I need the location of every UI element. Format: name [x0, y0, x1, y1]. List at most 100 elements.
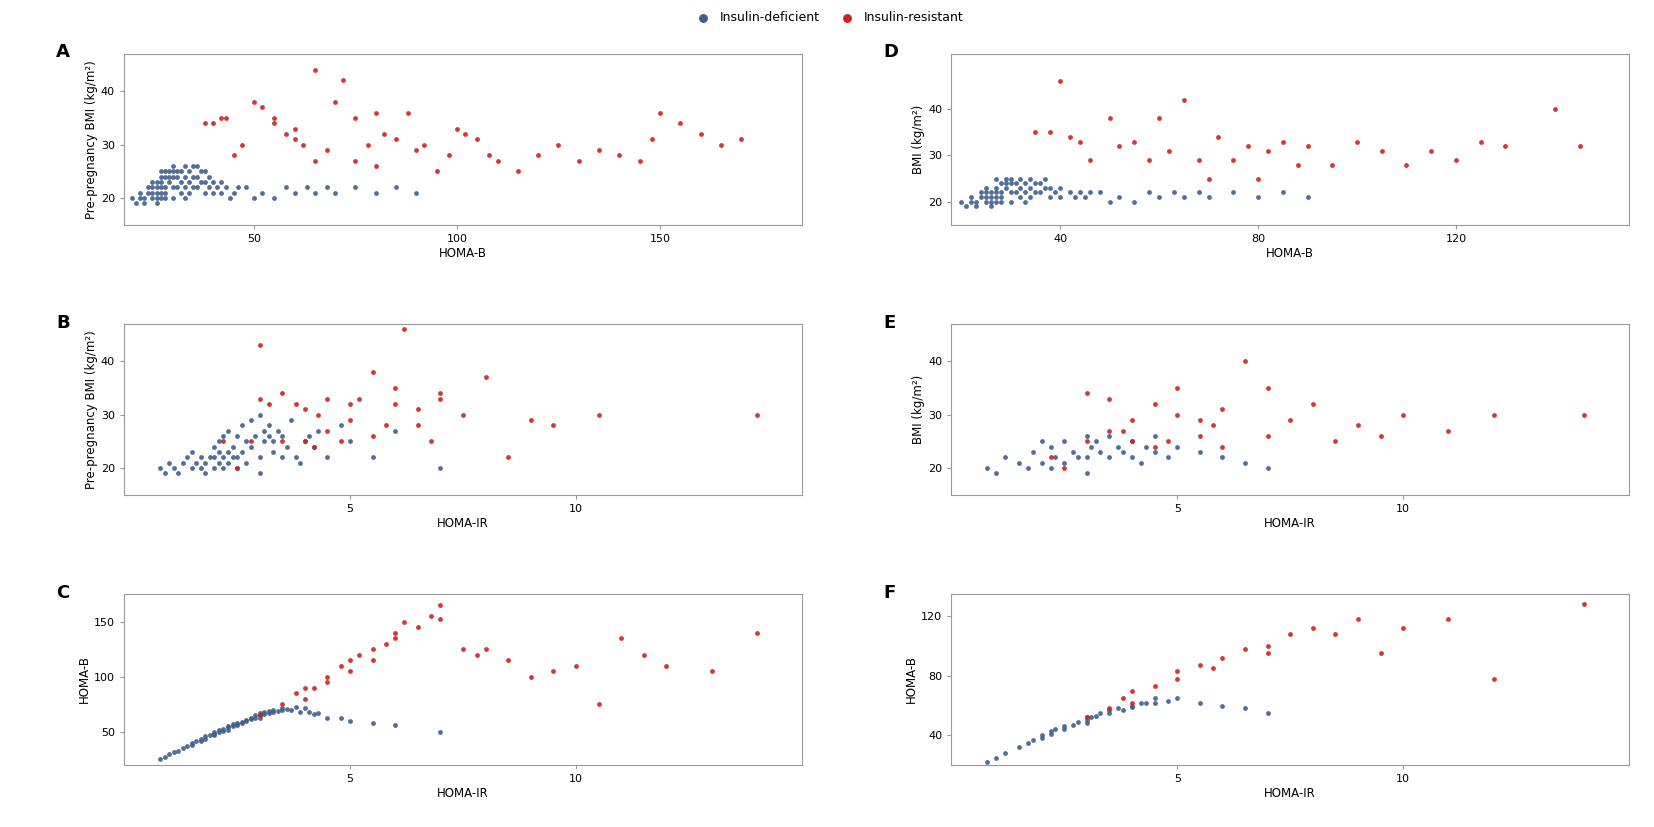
Point [1027, 176, 1054, 189]
Point [246, 338, 273, 351]
Point [1121, 135, 1148, 148]
Point [327, 435, 354, 448]
Point [1110, 691, 1136, 705]
Point [1141, 696, 1168, 709]
Point [147, 461, 174, 475]
Point [288, 457, 314, 470]
Point [1141, 398, 1168, 411]
Point [1073, 717, 1100, 730]
Point [427, 725, 453, 739]
Point [1393, 158, 1419, 171]
Point [1065, 451, 1092, 464]
Point [992, 451, 1019, 464]
Point [155, 165, 182, 178]
Point [225, 181, 251, 194]
Point [241, 191, 268, 204]
Point [1012, 195, 1039, 208]
Point [261, 191, 288, 204]
Point [443, 122, 470, 135]
Point [405, 418, 432, 432]
Point [1368, 429, 1394, 442]
Point [202, 440, 228, 453]
Point [291, 701, 318, 715]
Point [192, 732, 218, 745]
Point [978, 190, 1004, 203]
Point [197, 181, 223, 194]
Point [220, 718, 246, 731]
Point [476, 149, 503, 162]
Legend: Insulin-deficient, Insulin-resistant: Insulin-deficient, Insulin-resistant [686, 7, 968, 29]
Point [1007, 190, 1034, 203]
Point [255, 398, 281, 411]
Point [524, 149, 551, 162]
Point [192, 457, 218, 470]
Point [220, 149, 246, 162]
Point [1221, 154, 1247, 167]
Point [202, 451, 228, 464]
Point [1322, 628, 1348, 641]
Point [427, 392, 453, 405]
Point [1136, 186, 1163, 199]
Point [1037, 727, 1064, 740]
Point [1065, 715, 1092, 729]
Point [184, 457, 210, 470]
Point [265, 705, 291, 718]
Point [223, 718, 250, 731]
Point [260, 703, 286, 716]
Point [167, 175, 194, 189]
Point [241, 709, 268, 722]
Point [144, 186, 170, 199]
Point [1073, 387, 1100, 400]
Point [1097, 424, 1123, 437]
Point [152, 170, 179, 184]
Point [354, 138, 380, 151]
Point [450, 408, 476, 421]
Point [1209, 652, 1236, 665]
Point [238, 435, 265, 448]
Point [291, 403, 318, 416]
Point [1154, 695, 1181, 708]
Point [215, 719, 241, 733]
Point [342, 154, 369, 167]
Point [382, 381, 409, 394]
Point [174, 739, 200, 753]
Point [973, 195, 999, 208]
Point [180, 170, 207, 184]
Point [337, 665, 364, 678]
Point [1480, 672, 1507, 686]
Point [495, 653, 521, 667]
Point [291, 435, 318, 448]
Point [327, 711, 354, 724]
Point [301, 440, 327, 453]
Point [215, 721, 241, 734]
Point [261, 112, 288, 125]
Point [152, 191, 179, 204]
Point [215, 723, 241, 736]
Point [180, 160, 207, 173]
Point [241, 429, 268, 442]
Point [197, 170, 223, 184]
Point [1118, 435, 1145, 448]
Point [144, 197, 170, 210]
Point [119, 191, 146, 204]
Point [1186, 414, 1212, 427]
Point [1097, 392, 1123, 405]
Point [1067, 135, 1093, 148]
Point [1105, 702, 1131, 715]
Point [159, 160, 185, 173]
Point [1002, 186, 1029, 199]
Point [427, 613, 453, 626]
Point [200, 117, 227, 130]
Point [1436, 424, 1462, 437]
Point [306, 706, 332, 719]
Point [1107, 190, 1133, 203]
Point [1209, 440, 1236, 453]
Point [1417, 144, 1444, 157]
Point [1146, 112, 1173, 125]
Point [192, 165, 218, 178]
Point [1186, 186, 1212, 199]
Point [273, 127, 299, 141]
Point [1164, 691, 1191, 705]
Point [337, 653, 364, 667]
Point [301, 63, 327, 76]
